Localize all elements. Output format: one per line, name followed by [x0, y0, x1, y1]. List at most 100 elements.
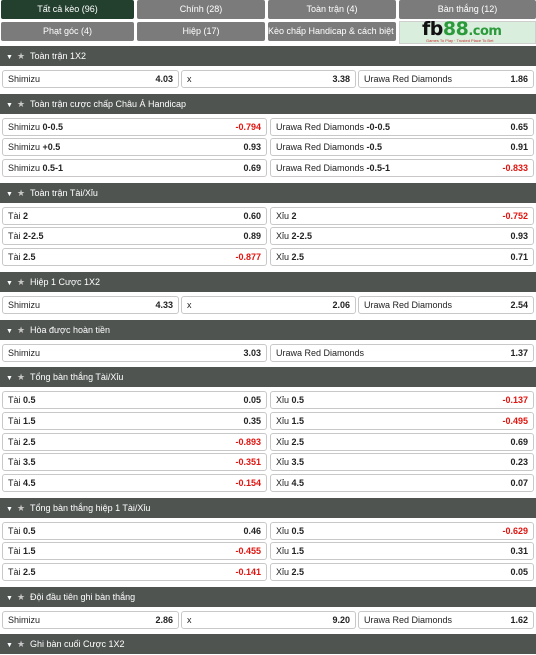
section-header[interactable]: ▼ ★ Hiệp 1 Cược 1X2: [0, 271, 536, 292]
odds-cell[interactable]: Tài 2-2.5 0.89: [2, 227, 267, 246]
odds-cell[interactable]: Xỉu 3.5 0.23: [270, 453, 534, 472]
selection-label: Xỉu 2-2.5: [276, 228, 312, 245]
odds-value: 0.05: [243, 395, 261, 406]
market-section-tong-ban-thang-tai-xiu: ▼ ★ Tổng bàn thắng Tài/Xỉu Tài 0.5 0.05 Xỉu 0…: [0, 367, 536, 497]
selection-name: Shimizu: [8, 299, 41, 310]
odds-cell[interactable]: Tài 0.5 0.46: [2, 521, 267, 540]
tab-halves[interactable]: Hiệp (17): [137, 22, 265, 41]
odds-cell[interactable]: Urawa Red Diamonds 1.37: [270, 343, 534, 362]
odds-value: -0.629: [502, 525, 528, 536]
tab-main[interactable]: Chính (28): [137, 0, 265, 19]
section-body: Tài 0.5 0.46 Xỉu 0.5 -0.629 Tài 1.5 -0.455 Xỉu…: [0, 518, 536, 587]
odds-cell[interactable]: Xỉu 4.5 0.07: [270, 473, 534, 492]
collapse-caret-icon[interactable]: ▼: [6, 279, 13, 287]
selection-label: Shimizu: [8, 612, 40, 629]
section-header[interactable]: ▼ ★ Tổng bàn thắng Tài/Xỉu: [0, 367, 536, 388]
odds-cell[interactable]: Urawa Red Diamonds -0-0.5 0.65: [270, 117, 534, 136]
odds-cell[interactable]: Xỉu 2.5 0.05: [270, 563, 534, 581]
section-header[interactable]: ▼ ★ Toàn trận Tài/Xỉu: [0, 182, 536, 203]
odds-cell[interactable]: Urawa Red Diamonds 2.54: [358, 295, 534, 314]
odds-cell[interactable]: Tài 2 0.60: [2, 206, 267, 225]
odds-cell[interactable]: Urawa Red Diamonds 1.86: [358, 70, 534, 88]
odds-cell[interactable]: x 9.20: [181, 610, 356, 629]
section-header[interactable]: ▼ ★ Tổng bàn thắng hiệp 1 Tài/Xỉu: [0, 497, 536, 518]
collapse-caret-icon[interactable]: ▼: [6, 375, 13, 383]
collapse-caret-icon[interactable]: ▼: [6, 101, 13, 109]
odds-cell[interactable]: Xỉu 0.5 -0.137: [270, 391, 534, 410]
odds-cell[interactable]: Xỉu 1.5 0.31: [270, 542, 534, 561]
selection-label: Xỉu 0.5: [276, 392, 304, 409]
odds-cell[interactable]: x 3.38: [181, 70, 356, 88]
odds-cell[interactable]: Tài 1.5 -0.455: [2, 542, 267, 561]
selection-label: Tài 2: [8, 208, 28, 225]
tab-corners[interactable]: Phạt góc (4): [1, 22, 134, 41]
tab-all-markets[interactable]: Tất cả kèo (96): [1, 0, 134, 19]
section-header[interactable]: ▼ ★ Ghi bàn cuối Cược 1X2: [0, 634, 536, 655]
odds-cell[interactable]: Shimizu 4.33: [2, 295, 179, 314]
favorite-star-icon[interactable]: ★: [16, 51, 26, 61]
odds-cell[interactable]: Xỉu 2.5 0.71: [270, 248, 534, 267]
fb88-logo[interactable]: fb88.com Games To Play · Trusted Place T…: [399, 18, 536, 44]
odds-cell[interactable]: Xỉu 0.5 -0.629: [270, 521, 534, 540]
odds-value: -0.893: [235, 436, 261, 447]
odds-cell[interactable]: Urawa Red Diamonds 1.62: [358, 610, 534, 629]
favorite-star-icon[interactable]: ★: [16, 591, 26, 602]
odds-value: 0.93: [243, 142, 261, 153]
odds-cell[interactable]: Tài 3.5 -0.351: [2, 453, 267, 472]
odds-cell[interactable]: Shimizu +0.5 0.93: [2, 138, 267, 157]
favorite-star-icon[interactable]: ★: [16, 187, 26, 198]
section-header[interactable]: ▼ ★ Đội đầu tiên ghi bàn thắng: [0, 586, 536, 607]
section-header[interactable]: ▼ ★ Toàn trận cược chấp Châu Á Handicap: [0, 93, 536, 114]
collapse-caret-icon[interactable]: ▼: [6, 327, 13, 335]
odds-cell[interactable]: Shimizu 4.03: [2, 70, 179, 88]
favorite-star-icon[interactable]: ★: [16, 502, 26, 513]
odds-row: Shimizu +0.5 0.93 Urawa Red Diamonds -0.5 0…: [0, 137, 536, 158]
favorite-star-icon[interactable]: ★: [16, 324, 26, 335]
odds-cell[interactable]: Tài 2.5 -0.877: [2, 248, 267, 267]
odds-cell[interactable]: x 2.06: [181, 295, 356, 314]
selection-label: Xỉu 0.5: [276, 523, 304, 540]
favorite-star-icon[interactable]: ★: [16, 98, 26, 109]
odds-cell[interactable]: Tài 1.5 0.35: [2, 411, 267, 430]
odds-cell[interactable]: Xỉu 2.5 0.69: [270, 432, 534, 451]
odds-row: Tài 0.5 0.05 Xỉu 0.5 -0.137: [0, 390, 536, 411]
favorite-star-icon[interactable]: ★: [16, 372, 26, 383]
odds-cell[interactable]: Shimizu 3.03: [2, 343, 267, 362]
odds-row: Tài 2 0.60 Xỉu 2 -0.752: [0, 206, 536, 227]
favorite-star-icon[interactable]: ★: [16, 639, 26, 650]
odds-cell[interactable]: Tài 0.5 0.05: [2, 391, 267, 410]
selection-name: Urawa Red Diamonds: [364, 614, 453, 625]
selection-label: Tài 2-2.5: [8, 228, 44, 245]
odds-cell[interactable]: Xỉu 2 -0.752: [270, 206, 534, 225]
odds-cell[interactable]: Shimizu 2.86: [2, 610, 179, 629]
odds-value: -0.141: [235, 567, 261, 577]
odds-cell[interactable]: Shimizu 0.5-1 0.69: [2, 159, 267, 178]
tab-handicap-margin[interactable]: Kèo chấp Handicap & cách biệt (3): [268, 22, 407, 41]
selection-name: Shimizu: [8, 142, 43, 153]
favorite-star-icon[interactable]: ★: [16, 276, 26, 287]
odds-cell[interactable]: Shimizu 0-0.5 -0.794: [2, 117, 267, 136]
tab-goals[interactable]: Bàn thắng (12): [399, 0, 536, 19]
odds-row: Shimizu 2.86 x 9.20 Urawa Red Diamonds 1.62: [0, 610, 536, 631]
odds-value: 1.86: [510, 74, 528, 84]
odds-cell[interactable]: Urawa Red Diamonds -0.5-1 -0.833: [270, 159, 534, 178]
odds-cell[interactable]: Tài 2.5 -0.141: [2, 563, 267, 581]
odds-cell[interactable]: Tài 2.5 -0.893: [2, 432, 267, 451]
odds-value: 2.06: [332, 299, 350, 310]
odds-cell[interactable]: Xỉu 1.5 -0.495: [270, 411, 534, 430]
collapse-caret-icon[interactable]: ▼: [6, 505, 13, 513]
selection-label: Tài 3.5: [8, 454, 36, 471]
section-header[interactable]: ▼ ★ Hòa được hoàn tiền: [0, 319, 536, 340]
odds-cell[interactable]: Xỉu 2-2.5 0.93: [270, 227, 534, 246]
section-title: Toàn trận 1X2: [30, 51, 87, 61]
section-header[interactable]: ▼ ★ Toàn trận 1X2: [0, 46, 536, 66]
selection-name: Xỉu: [276, 252, 292, 263]
collapse-caret-icon[interactable]: ▼: [6, 642, 13, 650]
collapse-caret-icon[interactable]: ▼: [6, 190, 13, 198]
collapse-caret-icon[interactable]: ▼: [6, 594, 13, 602]
handicap-line: 1.5: [291, 415, 305, 426]
odds-cell[interactable]: Urawa Red Diamonds -0.5 0.91: [270, 138, 534, 157]
collapse-caret-icon[interactable]: ▼: [6, 54, 13, 61]
odds-cell[interactable]: Tài 4.5 -0.154: [2, 473, 267, 492]
tab-full-match[interactable]: Toàn trận (4): [268, 0, 396, 19]
